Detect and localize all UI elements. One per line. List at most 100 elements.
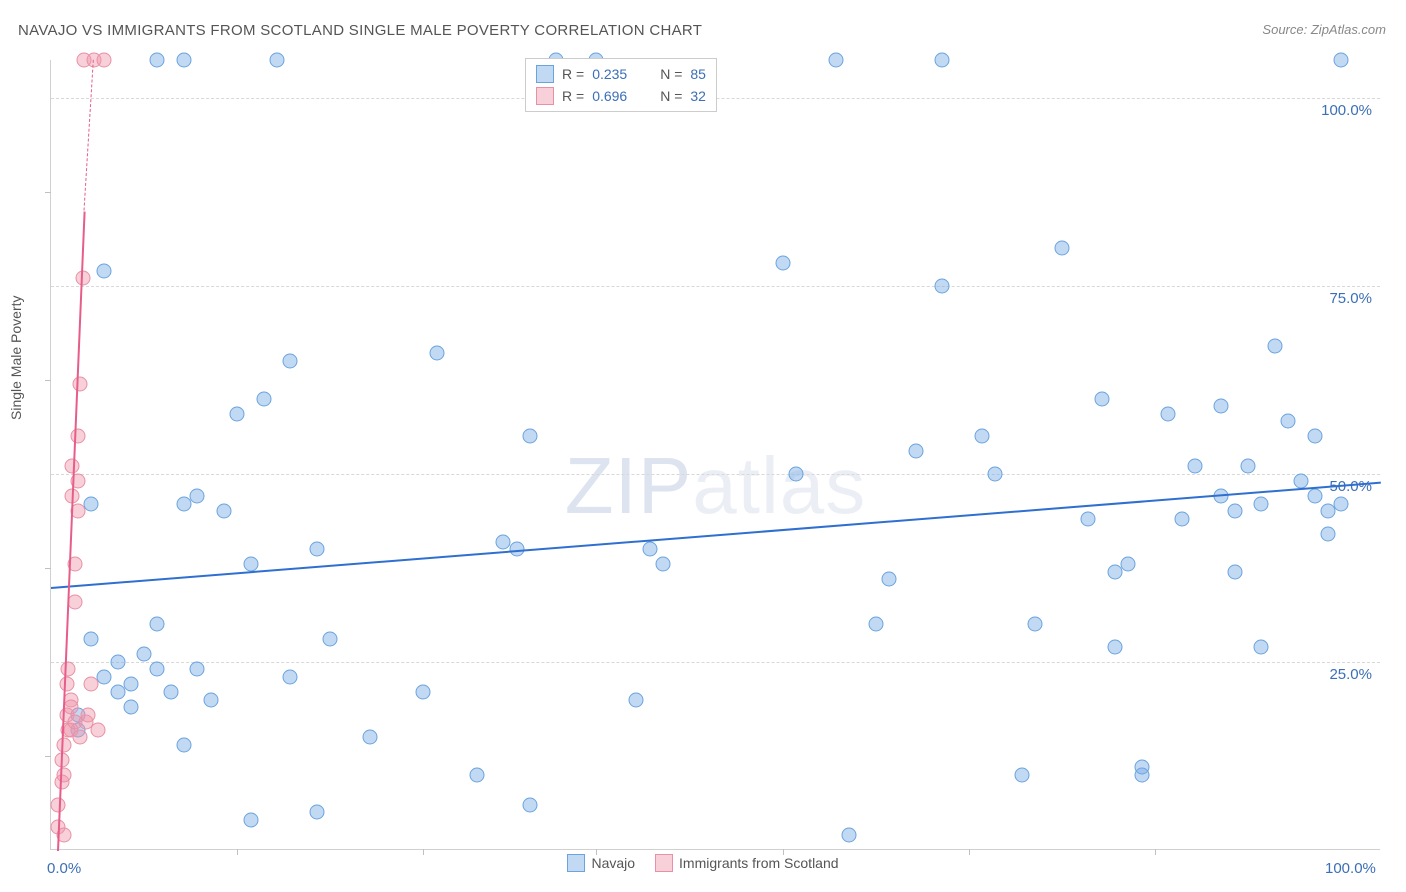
data-point — [270, 53, 285, 68]
data-point — [975, 429, 990, 444]
data-point — [1267, 338, 1282, 353]
data-point — [59, 677, 74, 692]
legend-swatch — [655, 854, 673, 872]
n-label: N = — [660, 66, 682, 82]
legend-label: Navajo — [591, 855, 635, 871]
scatter-plot-area: ZIPatlas 25.0%50.0%75.0%100.0%0.0%100.0% — [50, 60, 1380, 850]
gridline — [51, 474, 1380, 475]
y-tick-mark — [45, 192, 51, 193]
data-point — [1028, 617, 1043, 632]
data-point — [83, 632, 98, 647]
data-point — [935, 278, 950, 293]
data-point — [97, 263, 112, 278]
data-point — [788, 466, 803, 481]
data-point — [243, 812, 258, 827]
data-point — [642, 542, 657, 557]
gridline — [51, 286, 1380, 287]
data-point — [283, 669, 298, 684]
data-point — [97, 53, 112, 68]
data-point — [256, 391, 271, 406]
data-point — [522, 429, 537, 444]
data-point — [1121, 557, 1136, 572]
stats-row: R =0.696N =32 — [536, 85, 706, 107]
data-point — [908, 444, 923, 459]
data-point — [1254, 639, 1269, 654]
y-tick-mark — [45, 756, 51, 757]
data-point — [57, 737, 72, 752]
data-point — [61, 662, 76, 677]
data-point — [81, 707, 96, 722]
data-point — [988, 466, 1003, 481]
data-point — [323, 632, 338, 647]
n-label: N = — [660, 88, 682, 104]
data-point — [90, 722, 105, 737]
data-point — [63, 700, 78, 715]
data-point — [137, 647, 152, 662]
data-point — [216, 504, 231, 519]
y-tick-label: 25.0% — [1329, 666, 1372, 683]
data-point — [1254, 496, 1269, 511]
data-point — [1334, 496, 1349, 511]
gridline — [51, 662, 1380, 663]
data-point — [310, 542, 325, 557]
source-link[interactable]: ZipAtlas.com — [1311, 22, 1386, 37]
legend-swatch — [567, 854, 585, 872]
data-point — [310, 805, 325, 820]
data-point — [416, 685, 431, 700]
r-label: R = — [562, 66, 584, 82]
legend-swatch — [536, 87, 554, 105]
y-tick-mark — [45, 380, 51, 381]
data-point — [150, 617, 165, 632]
data-point — [1174, 511, 1189, 526]
stats-row: R = 0.235 N = 85 — [536, 63, 706, 85]
data-point — [150, 662, 165, 677]
data-point — [775, 256, 790, 271]
data-point — [67, 594, 82, 609]
trend-line — [84, 60, 94, 211]
r-label: R = — [562, 88, 584, 104]
data-point — [522, 797, 537, 812]
trend-line — [51, 481, 1381, 588]
data-point — [1081, 511, 1096, 526]
data-point — [1014, 767, 1029, 782]
n-value: 85 — [690, 66, 706, 82]
data-point — [1307, 429, 1322, 444]
data-point — [177, 53, 192, 68]
data-point — [1054, 241, 1069, 256]
data-point — [83, 677, 98, 692]
n-value: 32 — [690, 88, 706, 104]
data-point — [935, 53, 950, 68]
watermark-bold: ZIP — [565, 441, 692, 530]
source-label: Source: — [1262, 22, 1307, 37]
data-point — [70, 429, 85, 444]
data-point — [97, 669, 112, 684]
data-point — [1334, 53, 1349, 68]
data-point — [1134, 760, 1149, 775]
data-point — [469, 767, 484, 782]
data-point — [73, 730, 88, 745]
data-point — [190, 662, 205, 677]
chart-title: NAVAJO VS IMMIGRANTS FROM SCOTLAND SINGL… — [18, 22, 702, 39]
data-point — [1227, 564, 1242, 579]
y-tick-label: 100.0% — [1321, 102, 1372, 119]
data-point — [363, 730, 378, 745]
data-point — [243, 557, 258, 572]
data-point — [1280, 414, 1295, 429]
data-point — [123, 700, 138, 715]
data-point — [655, 557, 670, 572]
series-legend: Navajo Immigrants from Scotland — [0, 854, 1406, 872]
data-point — [50, 797, 65, 812]
data-point — [123, 677, 138, 692]
data-point — [150, 53, 165, 68]
data-point — [1108, 639, 1123, 654]
legend-swatch — [536, 65, 554, 83]
r-value: 0.235 — [592, 66, 640, 82]
data-point — [1094, 391, 1109, 406]
legend-item: Navajo — [567, 854, 635, 872]
legend-item: Immigrants from Scotland — [655, 854, 839, 872]
y-tick-label: 75.0% — [1329, 290, 1372, 307]
trend-line — [57, 211, 86, 851]
data-point — [1307, 489, 1322, 504]
data-point — [163, 685, 178, 700]
data-point — [881, 572, 896, 587]
